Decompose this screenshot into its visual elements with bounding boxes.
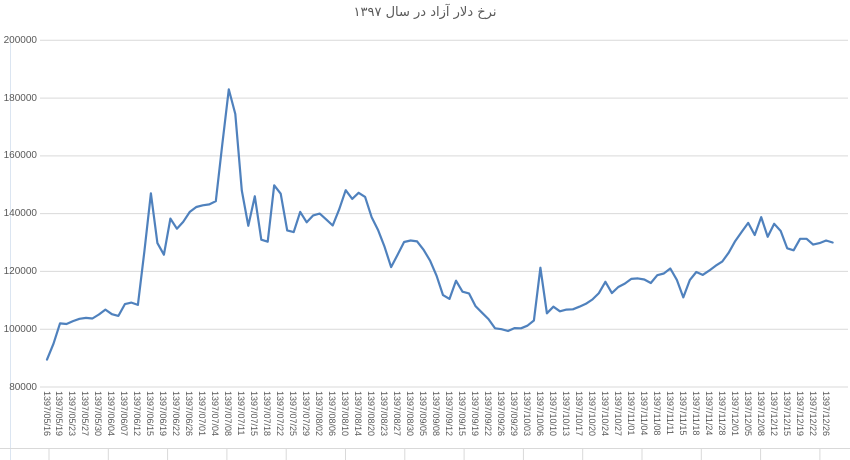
x-axis-label: 1397/11/28 (716, 391, 727, 436)
y-axis-label: 160000 (3, 150, 37, 162)
x-axis-label: 1397/10/06 (534, 391, 545, 437)
x-axis-label: 1397/08/20 (366, 391, 377, 437)
x-axis-label: 1397/07/18 (262, 391, 273, 437)
x-axis-label: 1397/08/14 (353, 391, 364, 437)
x-axis-label: 1397/07/29 (301, 391, 312, 437)
x-axis-label: 1397/10/03 (521, 391, 532, 437)
x-axis-label: 1397/10/13 (560, 391, 571, 437)
x-axis-label: 1397/06/12 (132, 391, 143, 437)
x-axis-label: 1397/10/17 (573, 391, 584, 437)
x-axis-label: 1397/08/23 (379, 391, 390, 437)
x-axis-label: 1397/05/27 (80, 391, 91, 437)
x-axis-label: 1397/08/02 (314, 391, 325, 437)
x-axis-label: 1397/06/07 (119, 391, 130, 437)
x-axis-label: 1397/09/29 (508, 391, 519, 437)
y-axis-label: 100000 (3, 323, 37, 335)
x-axis-label: 1397/12/05 (742, 391, 753, 437)
x-axis-label: 1397/08/27 (392, 391, 403, 437)
x-axis-label: 1397/09/19 (470, 391, 480, 437)
x-axis-label: 1397/07/08 (223, 391, 234, 437)
x-axis-label: 1397/11/15 (677, 391, 688, 436)
spreadsheet-borders (0, 38, 850, 460)
x-axis-label: 1397/09/26 (495, 391, 506, 437)
x-axis-label: 1397/12/12 (768, 391, 779, 437)
y-axis-label: 200000 (3, 34, 37, 46)
x-axis-label: 1397/09/22 (482, 391, 493, 437)
x-axis-label: 1397/07/15 (249, 391, 260, 437)
x-axis-label: 1397/05/19 (54, 391, 65, 437)
x-axis-label: 1397/09/05 (418, 391, 429, 437)
x-axis-label: 1397/07/04 (210, 391, 221, 437)
x-axis-label: 1397/08/06 (327, 391, 338, 437)
x-axis-label: 1397/11/18 (690, 391, 701, 436)
x-axis-label: 1397/11/24 (703, 391, 714, 436)
x-axis-label: 1397/11/04 (638, 391, 649, 436)
x-axis-label: 1397/07/11 (236, 391, 247, 436)
y-axis-label: 120000 (3, 265, 37, 277)
x-axis-label: 1397/06/22 (171, 391, 182, 437)
y-axis-label: 180000 (3, 92, 37, 104)
y-axis-label: 140000 (3, 208, 37, 220)
x-axis-label: 1397/12/26 (820, 391, 831, 437)
x-axis-label: 1397/10/20 (586, 391, 597, 437)
y-axis-label: 80000 (9, 381, 37, 393)
x-axis-label: 1397/12/15 (781, 391, 792, 437)
x-axis-label: 1397/12/08 (755, 391, 766, 437)
x-axis-label: 1397/08/30 (405, 391, 416, 437)
x-axis-label: 1397/07/25 (288, 391, 299, 437)
gridlines (40, 39, 848, 388)
x-axis-label: 1397/09/08 (431, 391, 442, 437)
x-axis-label: 1397/10/27 (612, 391, 623, 437)
x-axis-label: 1397/11/11 (664, 391, 675, 435)
price-line-series (45, 88, 834, 361)
x-axis-label: 1397/12/01 (729, 391, 740, 437)
x-axis-label: 1397/09/12 (444, 391, 455, 437)
x-axis-label: 1397/10/24 (599, 391, 610, 437)
x-axis-label: 1397/11/08 (651, 391, 662, 436)
x-axis-label: 1397/05/16 (41, 391, 52, 437)
price-line (45, 88, 834, 361)
x-axis-label: 1397/05/23 (67, 391, 78, 437)
x-axis-label: 1397/06/19 (158, 391, 169, 437)
chart-title: نرخ دلار آزاد در سال ۱۳۹۷ (353, 5, 497, 20)
x-axis-label: 1397/10/10 (547, 391, 558, 437)
x-axis-label: 1397/11/01 (625, 391, 636, 436)
x-axis-label: 1397/08/10 (340, 391, 351, 437)
x-axis-label: 1397/12/22 (807, 391, 818, 437)
x-axis-label: 1397/06/15 (145, 391, 156, 437)
x-axis-label: 1397/12/19 (794, 391, 805, 437)
x-axis-label: 1397/05/30 (93, 391, 104, 437)
x-axis-label: 1397/07/01 (197, 391, 208, 437)
x-axis-label: 1397/06/04 (106, 391, 117, 437)
x-axis-label: 1397/06/26 (184, 391, 195, 437)
x-axis-label: 1397/07/22 (275, 391, 286, 437)
x-axis-label: 1397/09/15 (457, 391, 468, 437)
